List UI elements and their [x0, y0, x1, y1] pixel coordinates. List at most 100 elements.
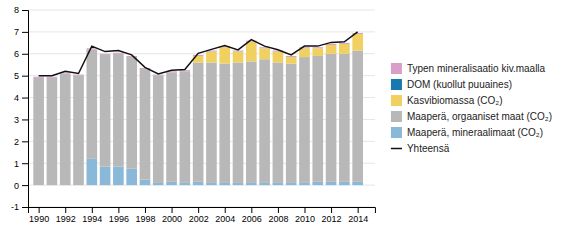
bar	[312, 56, 323, 182]
bar	[153, 75, 164, 76]
bar	[153, 183, 164, 185]
tick-mark	[22, 141, 28, 142]
bar	[73, 185, 84, 186]
tick-label: 2008	[268, 214, 288, 224]
tick-mark	[22, 185, 28, 186]
legend-label: Maaperä, mineraalimaat (CO₂)	[407, 127, 543, 138]
legend-item: Maaperä, mineraalimaat (CO₂)	[391, 127, 543, 138]
bar	[286, 56, 297, 57]
bar	[113, 54, 124, 167]
bar	[326, 45, 337, 54]
legend-item: Typen mineralisaatio kiv.maalla	[391, 63, 546, 74]
bar	[299, 183, 310, 185]
legend-item: Maaperä, orgaaniset maat (CO₂)	[391, 111, 552, 122]
bar	[259, 183, 270, 185]
line	[39, 32, 358, 76]
bar	[312, 185, 323, 186]
x-axis: 1990 1992 1994 1996 1998 2000 2002 2004 2006 2008…	[29, 207, 376, 224]
tick: 5	[14, 71, 28, 81]
tick-label: 6	[14, 49, 19, 59]
bar	[60, 73, 71, 185]
tick-label: 1990	[29, 214, 49, 224]
bar	[47, 185, 58, 186]
bar	[113, 185, 124, 186]
tick-mark	[22, 76, 28, 77]
tick: 2000	[162, 207, 182, 224]
tick: 6	[14, 49, 28, 59]
bar	[233, 52, 244, 63]
bar	[246, 61, 257, 182]
bar	[312, 47, 323, 48]
tick-label: 1992	[56, 214, 76, 224]
tick-label: 1996	[109, 214, 129, 224]
tick: 2008	[268, 207, 288, 224]
bar	[233, 185, 244, 186]
bar	[100, 55, 111, 167]
bar	[259, 48, 270, 59]
tick-label: -1	[11, 202, 19, 212]
tick: 2006	[242, 207, 262, 224]
tick-label: 8	[14, 5, 19, 15]
tick-mark	[22, 98, 28, 99]
bar	[180, 183, 191, 185]
bar	[219, 185, 230, 186]
tick-mark	[172, 207, 173, 213]
bar	[100, 54, 111, 55]
bar	[166, 72, 177, 181]
tick-label: 2	[14, 137, 19, 147]
bar	[326, 54, 337, 182]
tick-mark	[331, 207, 332, 213]
bar	[73, 76, 84, 185]
bar	[180, 71, 191, 183]
tick-label: 5	[14, 71, 19, 81]
tick: 1994	[82, 207, 102, 224]
bar	[153, 76, 164, 183]
legend-label: Yhteensä	[407, 143, 450, 154]
bar	[352, 185, 363, 186]
grid	[28, 10, 375, 207]
bar	[273, 183, 284, 185]
tick-label: 1994	[82, 214, 102, 224]
bar	[100, 185, 111, 186]
legend-item: DOM (kuollut puuaines)	[391, 79, 512, 90]
tick: 2002	[189, 207, 209, 224]
bar	[352, 34, 363, 50]
bar	[73, 185, 84, 186]
bar	[33, 77, 44, 78]
bar	[180, 185, 191, 186]
bar	[219, 183, 230, 185]
bar	[140, 69, 151, 180]
tick-label: 2012	[322, 214, 342, 224]
bar	[246, 42, 257, 62]
bar	[153, 185, 164, 186]
bar	[113, 185, 124, 186]
bar	[352, 182, 363, 185]
tick: 2	[14, 137, 28, 147]
bar	[233, 183, 244, 185]
tick-label: 2006	[242, 214, 262, 224]
tick: 2004	[215, 207, 235, 224]
bar	[126, 56, 137, 57]
tick-mark	[22, 32, 28, 33]
tick: 1998	[135, 207, 155, 224]
bar	[33, 78, 44, 185]
bar	[166, 182, 177, 185]
bar	[233, 63, 244, 183]
bar	[193, 55, 204, 56]
tick: 1	[14, 159, 28, 169]
tick-mark	[304, 207, 305, 213]
bar	[140, 185, 151, 186]
bar	[193, 182, 204, 185]
tick-mark	[145, 207, 146, 213]
tick-label: 0	[14, 180, 19, 190]
tick-label: 2004	[215, 214, 235, 224]
tick-mark	[65, 207, 66, 213]
legend: Typen mineralisaatio kiv.maalla DOM (kuol…	[391, 63, 552, 154]
bar	[100, 167, 111, 186]
bar	[86, 49, 97, 158]
bar	[206, 52, 217, 63]
bar	[206, 185, 217, 186]
tick: 2012	[322, 207, 342, 224]
bar	[206, 63, 217, 183]
bar	[126, 185, 137, 186]
